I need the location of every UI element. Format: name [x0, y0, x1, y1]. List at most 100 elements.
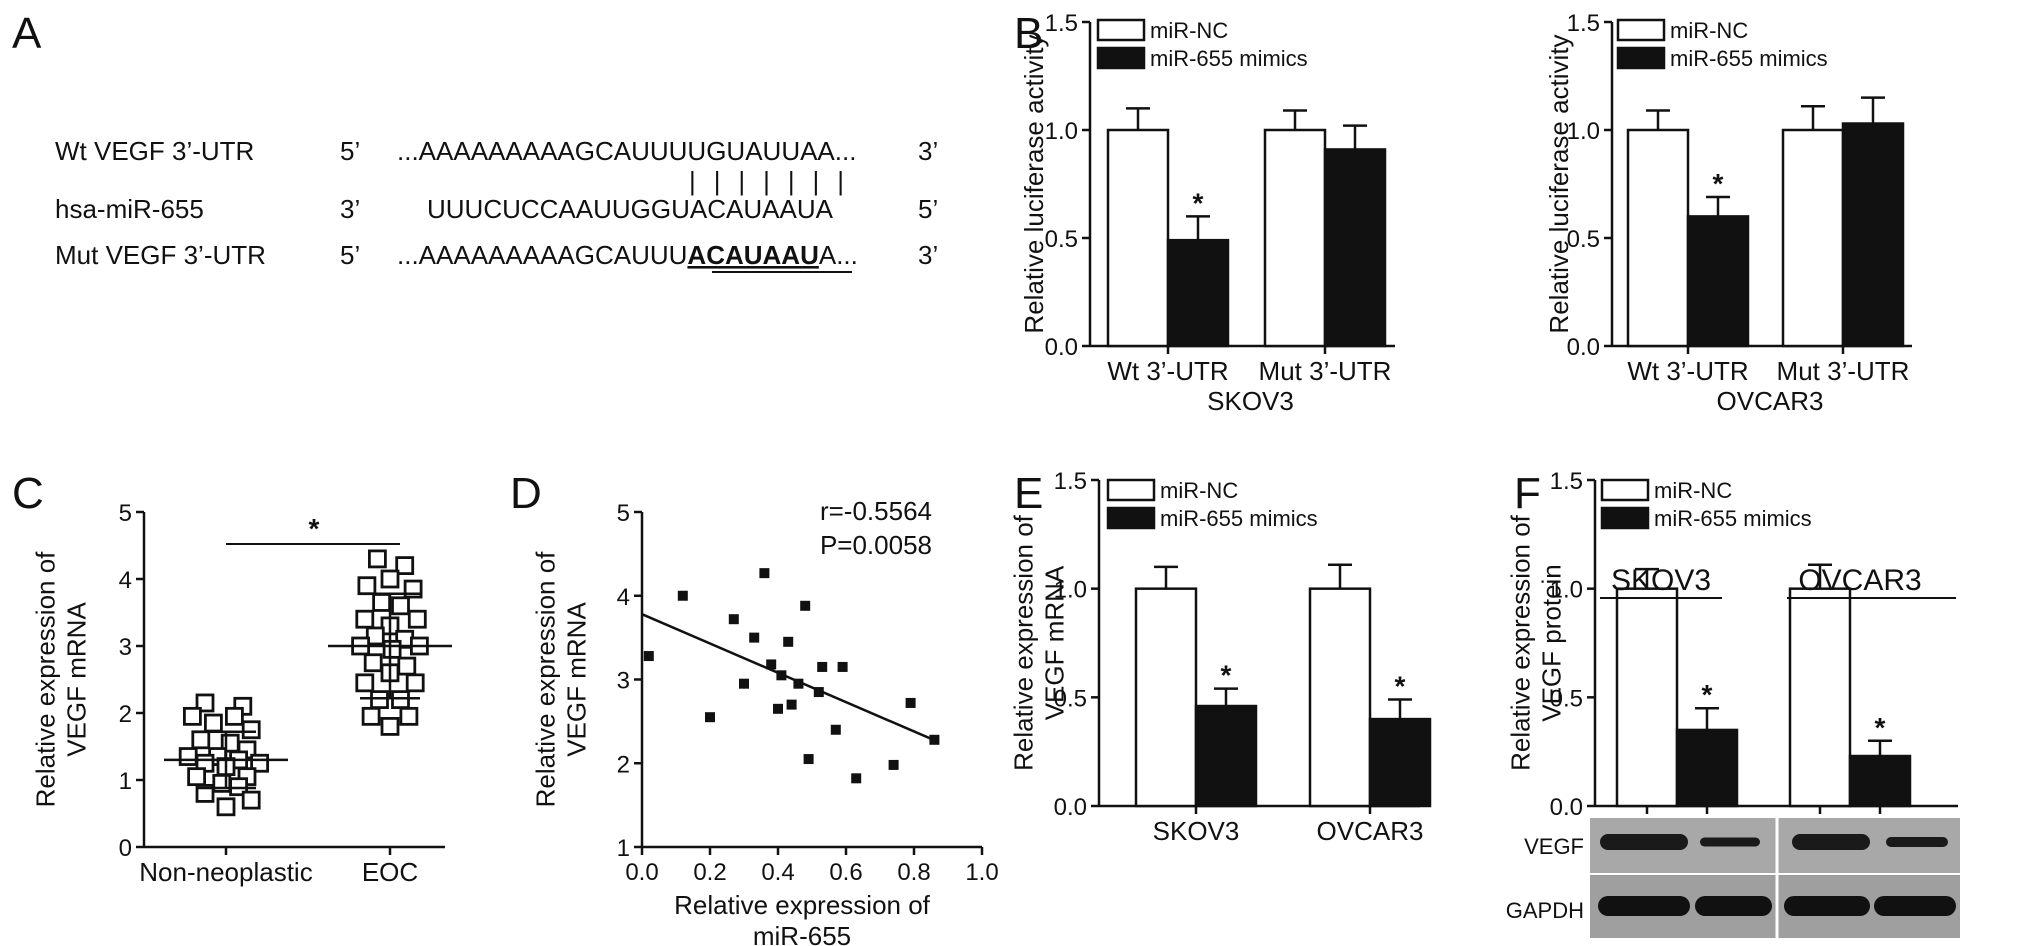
c-point-0-19 [195, 784, 215, 803]
f-y-tick-label-1: 0.5 [1550, 685, 1583, 712]
c-category-label-1: EOC [362, 857, 418, 887]
wt-utr-label: Wt VEGF 3’-UTR [55, 136, 254, 166]
c-point-1-24 [380, 717, 400, 736]
panel-letter-e: E [1014, 469, 1043, 518]
e-y-tick-label-1: 0.5 [1054, 685, 1087, 712]
e-y-tick-label-2: 1.0 [1054, 577, 1087, 604]
mirna-left-end: 3’ [340, 194, 360, 224]
c-point-1-6 [391, 596, 410, 616]
e-category-label-0: SKOV3 [1153, 816, 1240, 846]
d-x-label-line-1: miR-655 [753, 921, 851, 946]
d-stat-p: P=0.0058 [820, 530, 932, 560]
b-left-bar-1-0 [1263, 128, 1327, 348]
mut-utr-right-end: 3’ [918, 240, 938, 270]
chart-d-correlation: 1 2 3 4 5 0.0 0.2 0.4 0.6 0.8 1.0 Relative expressi… [530, 496, 998, 946]
d-x-tick-label-3: 0.6 [829, 859, 862, 886]
b-right-legend-label-0: miR-NC [1670, 18, 1748, 43]
b-right-y-tick-label-3: 1.5 [1567, 10, 1600, 37]
d-point-15 [813, 687, 824, 698]
panel-letter-c: C [12, 469, 44, 518]
d-point-16 [817, 661, 828, 672]
mut-utr-sequence: ...AAAAAAAAAGCAUUUACAUAAUA... [397, 240, 858, 270]
mirna-sequence: UUUCUCCAAUUGGUACAUAAUA [427, 194, 834, 224]
chart-c-vegf-mrna-scatter: 0 1 2 3 4 5 Relative expression ofVEGF mRNA Non… [30, 500, 452, 887]
d-point-1 [677, 590, 688, 601]
b-left-legend-label-0: miR-NC [1150, 18, 1228, 43]
d-x-tick-label-0: 0.0 [625, 859, 658, 886]
f-legend-label-1: miR-655 mimics [1654, 506, 1812, 531]
e-legend-label-1: miR-655 mimics [1160, 506, 1318, 531]
c-point-1-14 [382, 639, 402, 659]
b-left-bar-0-1 [1166, 238, 1230, 348]
b-right-category-label-0: Wt 3’-UTR [1627, 356, 1748, 386]
f-y-tick-label-0: 0.0 [1550, 794, 1583, 821]
base-pairing-marks: ||||||| [689, 166, 844, 196]
e-bar-1-1 [1368, 717, 1432, 808]
f-bar-0-0 [1615, 587, 1679, 808]
d-x-tick-label-4: 0.8 [897, 859, 930, 886]
b-right-category-label-1: Mut 3’-UTR [1777, 356, 1910, 386]
d-point-13 [800, 600, 811, 611]
c-point-1-0 [367, 549, 387, 569]
chart-e-vegf-mrna-bars: 0.0 0.5 1.0 1.5 Relative expression ofVEGF m… [1008, 468, 1432, 846]
c-point-0-20 [241, 790, 261, 810]
d-point-6 [759, 568, 770, 579]
c-point-1-1 [395, 556, 415, 575]
d-y-tick-label-3: 4 [617, 584, 630, 611]
f-blot-gapdh-band-2 [1784, 896, 1870, 916]
c-point-0-3 [224, 706, 244, 726]
f-blot-vegf-band-3 [1886, 837, 1948, 847]
d-point-19 [851, 773, 862, 784]
wt-utr-left-end: 5’ [340, 136, 360, 166]
c-point-1-20 [370, 690, 389, 709]
f-legend-swatch-1 [1600, 506, 1650, 530]
c-point-1-8 [407, 609, 427, 629]
d-point-2 [705, 712, 715, 723]
c-point-0-15 [187, 767, 207, 787]
b-right-legend-swatch-0 [1616, 18, 1666, 42]
b-right-bar-0-1 [1686, 215, 1750, 348]
mut-utr-seq-pre: ...AAAAAAAAAGCAUUU [397, 240, 687, 270]
b-left-group-label: SKOV3 [1207, 386, 1294, 416]
f-category-label-1: OVCAR3 [1798, 564, 1921, 597]
c-point-1-21 [391, 690, 410, 709]
b-right-significance-0-1: * [1713, 168, 1724, 199]
b-right-bar-0-0 [1626, 128, 1690, 348]
wt-utr-right-end: 3’ [918, 136, 938, 166]
c-point-0-9 [178, 747, 198, 766]
e-significance-0-1: * [1221, 660, 1232, 691]
b-right-legend-swatch-1 [1616, 46, 1666, 70]
c-y-label: Relative expression ofVEGF mRNA [30, 551, 91, 808]
e-bar-0-1 [1194, 704, 1258, 808]
f-bar-1-1 [1848, 754, 1912, 808]
c-point-1-10 [365, 626, 385, 646]
b-left-legend-label-1: miR-655 mimics [1150, 46, 1308, 71]
d-point-17 [830, 724, 841, 735]
c-point-0-6 [191, 730, 211, 750]
d-point-12 [793, 678, 804, 689]
f-blot-gapdh-band-0 [1598, 896, 1690, 916]
b-left-legend-swatch-1 [1096, 46, 1146, 70]
b-right-bar-1-1 [1841, 122, 1905, 348]
d-y-label: Relative expression ofVEGF mRNA [530, 551, 591, 808]
f-blot-gapdh-band-1 [1695, 896, 1772, 916]
c-point-0-5 [241, 720, 261, 740]
b-right-y-tick-label-1: 0.5 [1567, 226, 1600, 253]
c-point-1-5 [372, 593, 392, 612]
d-point-10 [783, 636, 794, 647]
b-right-y-tick-label-2: 1.0 [1567, 118, 1600, 145]
d-x-label-line-0: Relative expression of [674, 890, 931, 920]
b-left-y-tick-label-3: 1.5 [1045, 10, 1078, 37]
f-bar-1-0 [1788, 587, 1852, 808]
wt-utr-sequence: ...AAAAAAAAAGCAUUUUGUAUUAA... [397, 136, 856, 166]
c-point-1-18 [355, 673, 375, 693]
d-regression-line [641, 613, 939, 743]
d-point-11 [786, 699, 797, 710]
e-category-label-1: OVCAR3 [1317, 816, 1424, 846]
c-point-1-22 [361, 706, 381, 726]
mut-utr-label: Mut VEGF 3’-UTR [55, 240, 266, 270]
f-blot-label-vegf: VEGF [1524, 834, 1584, 859]
f-y-label: Relative expression ofVEGF protein [1505, 514, 1566, 771]
